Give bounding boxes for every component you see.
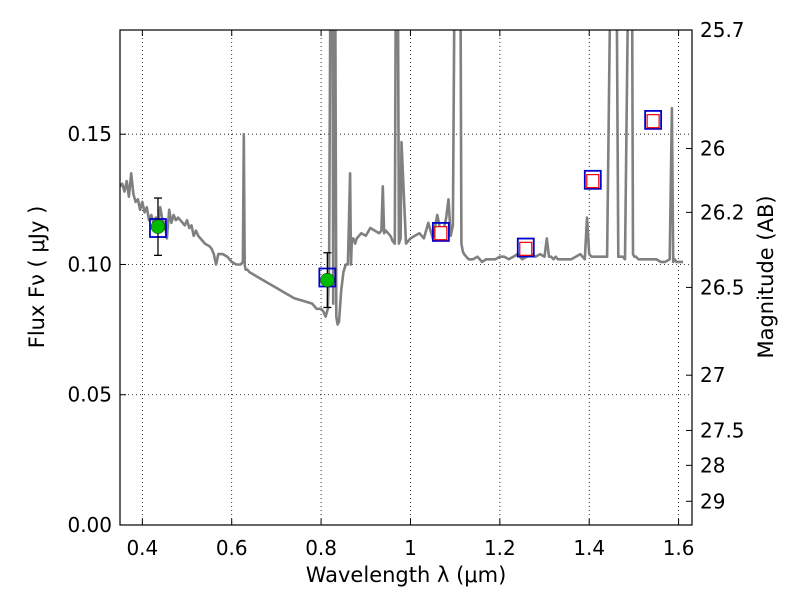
y-tick-label: 0.10 — [67, 252, 112, 276]
right-axis-label: Magnitude (AB) — [754, 195, 778, 358]
x-tick-label: 1.6 — [663, 536, 695, 560]
x-tick-label: 1.4 — [573, 536, 605, 560]
right-tick-label: 25.7 — [700, 18, 745, 42]
grid-lines — [120, 30, 692, 525]
y-axis-label: Flux Fν ( μJy ) — [25, 206, 49, 349]
model-spectrum-line — [120, 30, 684, 326]
x-tick-label: 1 — [404, 536, 417, 560]
y-tick-label: 0.05 — [67, 383, 112, 407]
model-flux-box — [516, 237, 535, 258]
x-axis-label: Wavelength λ (μm) — [306, 563, 507, 587]
y-tick-label: 0.15 — [67, 122, 112, 146]
x-tick-label: 0.6 — [216, 536, 248, 560]
right-tick-label: 27.5 — [700, 418, 745, 442]
right-tick-label: 28 — [700, 453, 725, 477]
x-tick-label: 0.8 — [305, 536, 337, 560]
model-flux-box — [431, 222, 450, 242]
model-flux-box — [583, 169, 602, 190]
right-tick-label: 26.2 — [700, 200, 745, 224]
axis-ticks: 0.4 0.6 0.8 1 1.2 1.4 1.6 0.00 0.05 0.10 0.15 25.7 2… — [67, 18, 744, 560]
observed-flux-point — [320, 272, 335, 288]
right-tick-label: 26 — [700, 137, 725, 161]
right-tick-label: 27 — [700, 363, 725, 387]
model-flux-box — [644, 109, 663, 130]
right-tick-label: 29 — [700, 489, 725, 513]
y-tick-label: 0.00 — [67, 513, 112, 537]
plot-frame — [119, 29, 693, 526]
plot-area — [120, 30, 684, 326]
upper-limit-box — [646, 114, 660, 129]
observed-flux-point — [150, 219, 166, 234]
upper-limit-box — [434, 226, 448, 241]
upper-limit-box — [586, 174, 600, 189]
x-tick-label: 1.2 — [484, 536, 516, 560]
right-tick-label: 26.5 — [700, 275, 745, 299]
upper-limit-box — [519, 241, 533, 256]
x-tick-label: 0.4 — [126, 536, 158, 560]
